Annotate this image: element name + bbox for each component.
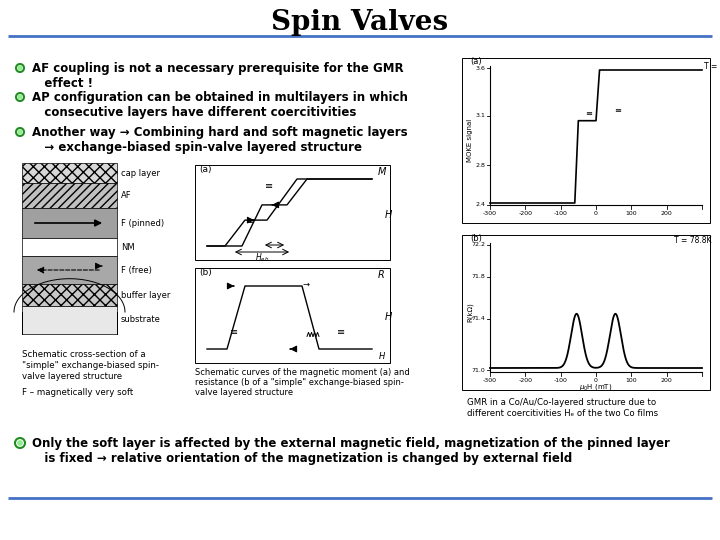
Text: 2.8: 2.8 — [475, 163, 485, 168]
Text: -300: -300 — [483, 211, 497, 216]
Bar — [22, 208, 117, 238]
Text: -200: -200 — [518, 211, 532, 216]
Bar — [22, 284, 117, 306]
Text: 72.2: 72.2 — [471, 242, 485, 247]
Text: AP configuration can be obtained in multilayers in which
   consecutive layers h: AP configuration can be obtained in mult… — [32, 91, 408, 119]
Circle shape — [16, 93, 24, 101]
Bar — [195, 268, 390, 363]
Circle shape — [15, 438, 25, 448]
Text: valve layered structure: valve layered structure — [195, 388, 293, 397]
Bar — [22, 163, 117, 183]
Text: ≡: ≡ — [613, 106, 621, 114]
Text: MOKE signal: MOKE signal — [467, 119, 473, 162]
Text: ≡: ≡ — [337, 327, 346, 336]
Text: Only the soft layer is affected by the external magnetic field, magnetization of: Only the soft layer is affected by the e… — [32, 437, 670, 465]
Circle shape — [18, 441, 22, 446]
Text: H: H — [385, 313, 392, 322]
Bar — [22, 306, 117, 334]
Text: Schematic curves of the magnetic moment (a) and: Schematic curves of the magnetic moment … — [195, 368, 410, 377]
Text: (b): (b) — [199, 268, 212, 277]
Text: 0: 0 — [594, 378, 598, 383]
Text: (a): (a) — [470, 57, 482, 66]
Text: -200: -200 — [518, 378, 532, 383]
Bar — [22, 183, 117, 208]
Text: ≡: ≡ — [246, 216, 253, 226]
Text: ≡: ≡ — [585, 109, 593, 118]
Text: NM: NM — [121, 242, 135, 252]
Text: 71.8: 71.8 — [472, 274, 485, 279]
Text: $H_{eb}$: $H_{eb}$ — [255, 252, 269, 265]
Text: -100: -100 — [554, 211, 567, 216]
Circle shape — [16, 64, 24, 72]
Bar — [22, 256, 117, 284]
Text: Another way → Combining hard and soft magnetic layers
   → exchange-biased spin-: Another way → Combining hard and soft ma… — [32, 126, 408, 154]
Text: F (free): F (free) — [121, 266, 152, 274]
Text: 200: 200 — [661, 211, 672, 216]
Bar — [462, 235, 710, 390]
Text: R: R — [378, 270, 384, 280]
Text: H: H — [379, 352, 385, 361]
Text: R(kΩ): R(kΩ) — [467, 302, 473, 322]
Text: valve layered structure: valve layered structure — [22, 372, 122, 381]
Text: Spin Valves: Spin Valves — [271, 9, 449, 36]
Text: (b): (b) — [470, 234, 482, 243]
Text: 200: 200 — [661, 378, 672, 383]
Text: F – magnetically very soft: F – magnetically very soft — [22, 388, 133, 397]
Text: F (pinned): F (pinned) — [121, 219, 164, 227]
Circle shape — [18, 130, 22, 134]
Text: ≡: ≡ — [265, 181, 273, 191]
Text: cap layer: cap layer — [121, 168, 160, 178]
Text: resistance (b of a "simple" exchange-biased spin-: resistance (b of a "simple" exchange-bia… — [195, 378, 404, 387]
Text: 3.6: 3.6 — [475, 65, 485, 71]
Text: 100: 100 — [626, 211, 637, 216]
Bar — [22, 238, 117, 256]
Text: (a): (a) — [199, 165, 212, 174]
Text: AF coupling is not a necessary prerequisite for the GMR
   effect !: AF coupling is not a necessary prerequis… — [32, 62, 404, 90]
Bar — [462, 58, 710, 223]
Circle shape — [18, 95, 22, 99]
Text: -100: -100 — [554, 378, 567, 383]
Text: different coercitivities Hₑ of the two Co films: different coercitivities Hₑ of the two C… — [467, 409, 658, 418]
Bar — [195, 165, 390, 260]
Circle shape — [16, 128, 24, 136]
Text: AF: AF — [121, 191, 132, 200]
Text: T = 78.8K: T = 78.8K — [674, 236, 711, 245]
Text: M: M — [378, 167, 387, 177]
Text: H: H — [385, 210, 392, 219]
Text: ≡: ≡ — [230, 327, 238, 336]
Text: 3.1: 3.1 — [475, 113, 485, 118]
Text: 71.0: 71.0 — [472, 368, 485, 373]
Text: →: → — [302, 280, 310, 289]
Text: 2.4: 2.4 — [475, 202, 485, 207]
Text: $\mu_0$H (mT): $\mu_0$H (mT) — [580, 382, 613, 393]
Text: T = 293 K: T = 293 K — [704, 62, 720, 71]
Text: buffer layer: buffer layer — [121, 291, 171, 300]
Text: 0: 0 — [594, 211, 598, 216]
Text: GMR in a Co/Au/Co-layered structure due to: GMR in a Co/Au/Co-layered structure due … — [467, 398, 656, 407]
Text: Schematic cross-section of a: Schematic cross-section of a — [22, 350, 145, 359]
Text: substrate: substrate — [121, 315, 161, 325]
Circle shape — [18, 66, 22, 70]
Text: 100: 100 — [626, 378, 637, 383]
Text: "simple" exchange-biased spin-: "simple" exchange-biased spin- — [22, 361, 159, 370]
Text: 71.4: 71.4 — [471, 316, 485, 321]
Text: -300: -300 — [483, 378, 497, 383]
